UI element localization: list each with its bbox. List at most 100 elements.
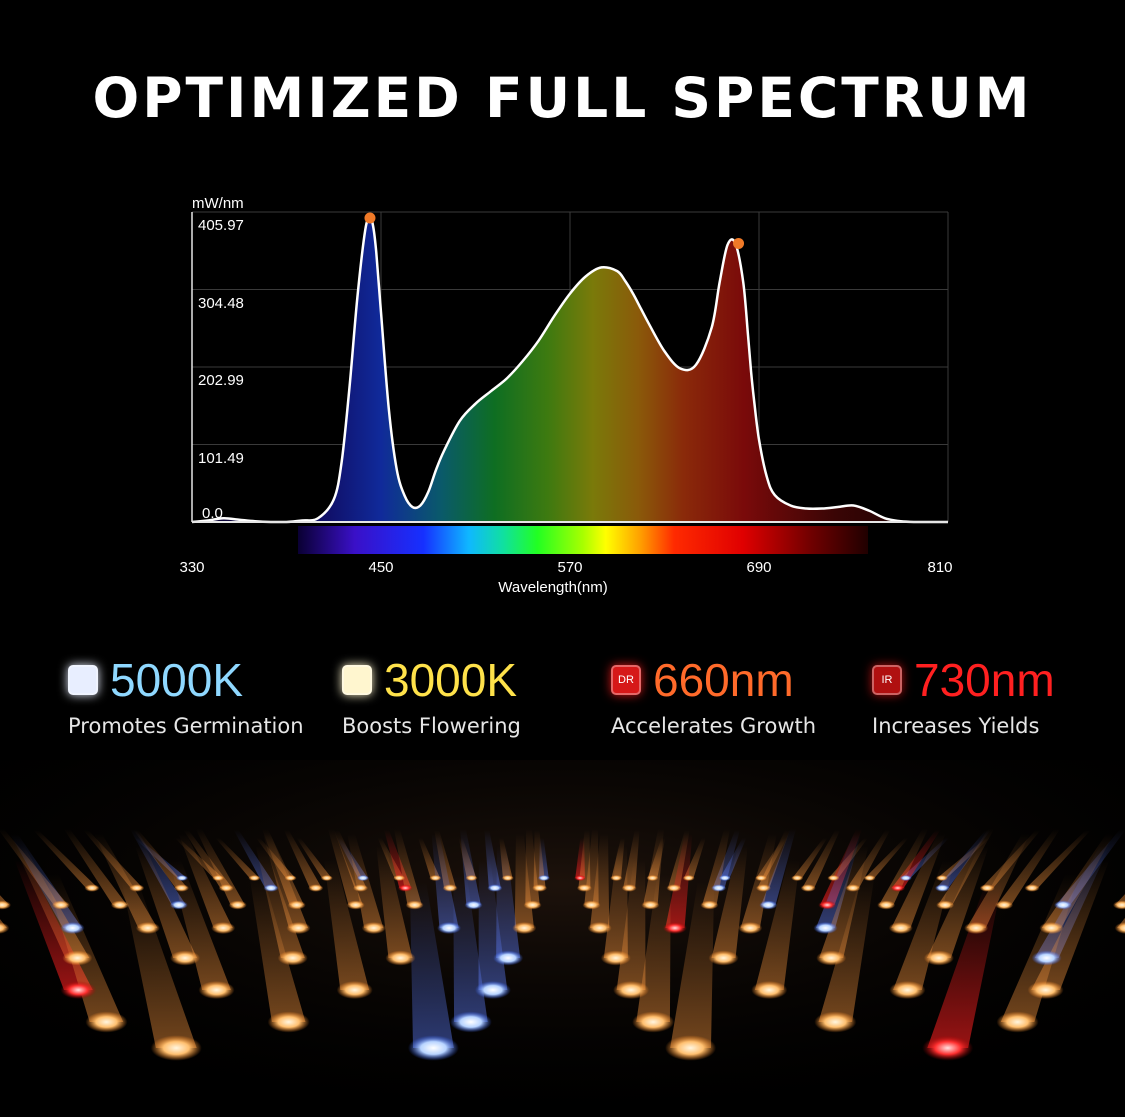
light-beam — [135, 846, 198, 958]
light-beam — [926, 846, 989, 958]
led-dot — [493, 950, 524, 966]
light-beam — [1000, 874, 1079, 1022]
led-dot — [666, 884, 682, 892]
led-dot — [474, 981, 511, 999]
led-dot — [51, 900, 70, 910]
led-dot — [646, 875, 659, 881]
light-beam — [792, 838, 828, 878]
led-dot — [814, 1011, 857, 1033]
led-dot — [827, 875, 840, 881]
led-dot — [1024, 884, 1040, 892]
feature-730nm: IR 730nm Increases Yields — [872, 652, 1055, 752]
led-dot — [936, 875, 948, 881]
light-beam — [818, 874, 875, 1022]
led-dot — [711, 884, 727, 892]
led-dot — [308, 884, 324, 892]
led-dot — [682, 875, 695, 881]
feature-5000k: 5000K Promotes Germination — [68, 652, 304, 752]
led-dot — [800, 884, 816, 892]
feature-value-row: DR 660nm — [611, 652, 816, 708]
led-dot — [429, 875, 442, 881]
light-beam — [670, 882, 715, 1048]
led-dot — [718, 875, 731, 881]
feature-value: 730nm — [914, 654, 1055, 706]
led-dot — [523, 900, 542, 910]
led-dot — [397, 884, 413, 892]
led-dot — [176, 875, 188, 881]
led-dot — [1114, 922, 1125, 934]
led-dot — [738, 922, 763, 934]
x-tick-label: 450 — [368, 559, 393, 576]
led-dot — [1113, 900, 1125, 910]
led-dot — [641, 900, 660, 910]
light-beam — [802, 830, 841, 888]
light-beam — [249, 874, 306, 1022]
light-beam — [578, 830, 591, 888]
led-dot — [437, 922, 462, 934]
led-dot — [621, 884, 637, 892]
led-dot — [600, 950, 631, 966]
feature-caption: Increases Yields — [872, 714, 1040, 738]
led-dot — [818, 900, 837, 910]
feature-value: 5000K — [110, 654, 244, 706]
x-tick-label: 570 — [557, 559, 582, 576]
led-dot — [587, 922, 612, 934]
feature-3000k: 3000K Boosts Flowering — [342, 652, 521, 752]
chart-axes — [191, 212, 948, 523]
cool-white-chip-icon — [68, 665, 98, 695]
led-dot — [84, 884, 100, 892]
led-dot — [665, 1035, 717, 1061]
light-beam — [169, 860, 231, 990]
light-beam — [324, 860, 370, 990]
light-beam — [215, 838, 260, 878]
led-dot — [267, 1011, 310, 1033]
visible-spectrum-bar — [298, 526, 868, 554]
light-beam — [33, 830, 99, 888]
led-dot — [923, 950, 954, 966]
light-beam — [864, 838, 909, 878]
feature-value-row: IR 730nm — [872, 652, 1055, 708]
light-beam — [891, 834, 946, 928]
led-dot — [889, 981, 926, 999]
led-dot — [286, 922, 311, 934]
y-tick-label: 202.99 — [198, 372, 244, 389]
led-dot — [442, 884, 458, 892]
light-beam — [711, 846, 748, 958]
x-tick-label: 330 — [179, 559, 204, 576]
light-beam — [409, 882, 454, 1048]
light-beam — [761, 829, 796, 905]
led-dot — [996, 1011, 1039, 1033]
led-dot — [405, 900, 424, 910]
infrared-chip-icon: IR — [872, 665, 902, 695]
led-dot — [407, 1035, 459, 1061]
led-dot — [218, 884, 234, 892]
feature-value: 3000K — [384, 654, 518, 706]
led-dot — [346, 900, 365, 910]
led-dot — [759, 900, 778, 910]
led-dot — [934, 884, 950, 892]
light-beam — [296, 838, 332, 878]
led-dot — [170, 950, 201, 966]
spectrum-curve — [191, 216, 948, 524]
light-beam — [879, 829, 928, 905]
peak-marker — [364, 212, 376, 224]
led-dot — [85, 1011, 128, 1033]
led-dot — [632, 1011, 675, 1033]
led-dot — [755, 875, 768, 881]
led-dot — [465, 875, 478, 881]
feature-caption: Accelerates Growth — [611, 714, 817, 738]
led-dot — [662, 922, 687, 934]
led-dot — [532, 884, 548, 892]
led-dot — [263, 884, 279, 892]
led-dot — [393, 875, 406, 881]
led-dot — [284, 875, 297, 881]
led-dot — [0, 922, 10, 934]
led-dot — [1031, 950, 1062, 966]
led-dot — [888, 922, 913, 934]
light-beam — [45, 874, 124, 1022]
x-axis-label: Wavelength(nm) — [498, 579, 607, 596]
led-dot — [816, 950, 847, 966]
led-dot — [700, 900, 719, 910]
led-dot — [791, 875, 804, 881]
